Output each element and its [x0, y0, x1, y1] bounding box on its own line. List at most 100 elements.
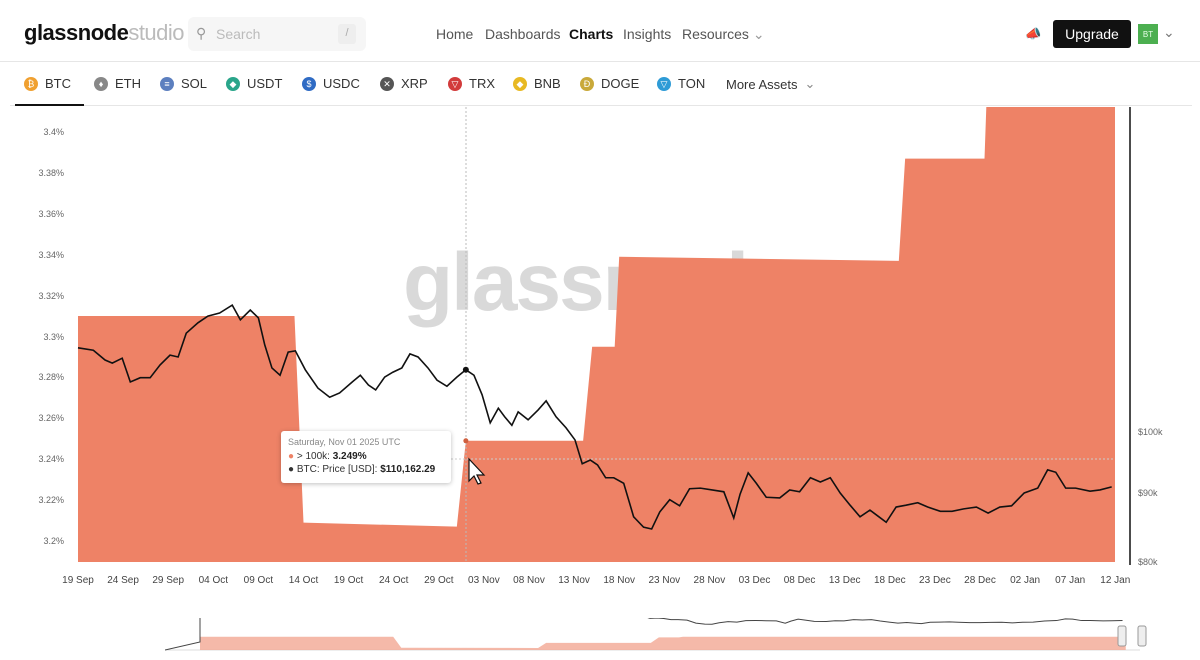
- x-tick-label: 24 Sep: [107, 575, 139, 586]
- x-tick-label: 14 Oct: [288, 575, 319, 586]
- nav-resources[interactable]: Resources ⌄: [682, 26, 765, 42]
- area-series: [78, 107, 1115, 562]
- asset-tab-trx[interactable]: ▽ TRX: [448, 76, 495, 91]
- x-tick-label: 28 Dec: [964, 575, 996, 586]
- y-left-tick-label: 3.2%: [43, 536, 64, 546]
- y-left-tick-label: 3.36%: [38, 208, 64, 219]
- x-tick-label: 03 Nov: [468, 575, 500, 586]
- asset-tab-btc[interactable]: ₿ BTC: [15, 76, 84, 106]
- x-tick-label: 13 Dec: [828, 575, 861, 586]
- x-tick-label: 18 Dec: [873, 575, 906, 586]
- x-tick-label: 19 Oct: [333, 575, 364, 586]
- x-tick-label: 02 Jan: [1010, 575, 1041, 586]
- x-tick-label: 28 Nov: [693, 575, 726, 586]
- asset-tab-usdt[interactable]: ◆ USDT: [226, 76, 282, 91]
- upgrade-button[interactable]: Upgrade: [1053, 20, 1131, 48]
- y-left-tick-label: 3.26%: [38, 413, 64, 424]
- nav-dashboards[interactable]: Dashboards: [485, 26, 561, 42]
- x-tick-label: 29 Oct: [424, 575, 454, 586]
- x-tick-label: 08 Nov: [513, 575, 545, 586]
- y-left-tick-label: 3.3%: [43, 331, 64, 342]
- tooltip-date: Saturday, Nov 01 2025 UTC: [288, 437, 401, 447]
- usdc-icon: $: [302, 76, 316, 91]
- x-tick-label: 12 Jan: [1100, 575, 1131, 586]
- bnb-icon: ◆: [513, 76, 527, 91]
- asset-tab-sol[interactable]: ≡ SOL: [160, 76, 207, 91]
- y-left-tick-label: 3.38%: [38, 167, 64, 178]
- y-left-tick-label: 3.28%: [38, 372, 64, 383]
- y-left-tick-label: 3.32%: [38, 290, 64, 301]
- x-tick-label: 03 Dec: [738, 575, 771, 586]
- search-shortcut: /: [338, 24, 356, 44]
- hover-point-area: [463, 438, 469, 444]
- x-tick-label: 23 Nov: [648, 575, 681, 586]
- logo[interactable]: glassnodestudio: [24, 20, 185, 45]
- y-right-tick-label: $80k: [1138, 557, 1158, 567]
- price-line: [77, 303, 1112, 530]
- eth-icon: ♦: [94, 76, 108, 91]
- trx-icon: ▽: [448, 76, 462, 91]
- x-tick-label: 23 Dec: [919, 575, 951, 586]
- x-tick-label: 24 Oct: [378, 575, 409, 586]
- asset-tab-usdc[interactable]: $ USDC: [302, 76, 360, 91]
- navigator-handle-left[interactable]: [1117, 625, 1127, 647]
- y-right-tick-label: $100k: [1138, 427, 1163, 437]
- navigator-handle-right[interactable]: [1137, 625, 1147, 647]
- usdt-icon: ◆: [226, 76, 240, 91]
- y-right-tick-label: $90k: [1138, 488, 1158, 498]
- chevron-down-icon: ⌄: [752, 26, 765, 42]
- btc-icon: ₿: [24, 76, 38, 91]
- mouse-cursor-icon: [468, 457, 486, 485]
- x-tick-label: 18 Nov: [603, 575, 636, 586]
- chevron-down-icon[interactable]: ⌄: [1163, 24, 1175, 40]
- asset-label: ETH: [115, 76, 141, 91]
- asset-label: XRP: [401, 76, 428, 91]
- sol-icon: ≡: [160, 76, 174, 91]
- xrp-icon: ✕: [380, 76, 394, 91]
- asset-tab-doge[interactable]: Ð DOGE: [580, 76, 639, 91]
- navigator-line: [165, 618, 1123, 651]
- chart-tooltip: Saturday, Nov 01 2025 UTC ● > 100k: 3.24…: [281, 431, 451, 483]
- x-tick-label: 19 Sep: [62, 575, 94, 586]
- y-left-tick-label: 3.22%: [38, 495, 64, 506]
- hover-point-price: [462, 366, 469, 373]
- nav-charts[interactable]: Charts: [569, 26, 614, 42]
- asset-label: TON: [678, 76, 706, 91]
- asset-label: DOGE: [601, 76, 640, 91]
- x-tick-label: 04 Oct: [198, 575, 229, 586]
- asset-label: BTC: [45, 76, 71, 91]
- top-header: glassnodestudio ⚲ Search / Home Dashboar…: [0, 0, 1200, 62]
- navigator-area: [200, 636, 1126, 650]
- asset-label: TRX: [469, 76, 495, 91]
- nav-insights[interactable]: Insights: [623, 26, 672, 42]
- x-tick-label: 08 Dec: [783, 575, 816, 586]
- line-legend-dot: ●: [288, 464, 295, 475]
- avatar[interactable]: BT: [1138, 24, 1158, 44]
- asset-tab-xrp[interactable]: ✕ XRP: [380, 76, 428, 91]
- asset-tab-bnb[interactable]: ◆ BNB: [513, 76, 561, 91]
- search-input[interactable]: ⚲ Search /: [188, 17, 366, 51]
- y-left-tick-label: 3.34%: [38, 249, 64, 260]
- asset-label: BNB: [534, 76, 561, 91]
- asset-label: SOL: [181, 76, 208, 91]
- ton-icon: ▽: [657, 76, 671, 91]
- area-legend-dot: ●: [288, 451, 295, 462]
- doge-icon: Ð: [580, 76, 594, 91]
- y-left-tick-label: 3.24%: [38, 454, 64, 465]
- x-tick-label: 09 Oct: [243, 575, 274, 586]
- megaphone-icon[interactable]: 📣: [1025, 26, 1042, 41]
- x-tick-label: 07 Jan: [1055, 575, 1086, 586]
- x-tick-label: 29 Sep: [152, 575, 185, 586]
- more-assets-dropdown[interactable]: More Assets ⌄: [726, 76, 816, 92]
- x-tick-label: 13 Nov: [558, 575, 590, 586]
- search-icon: ⚲: [196, 25, 207, 41]
- y-left-tick-label: 3.4%: [43, 127, 64, 137]
- asset-tab-ton[interactable]: ▽ TON: [657, 76, 705, 91]
- chevron-down-icon: ⌄: [804, 76, 816, 91]
- asset-tab-eth[interactable]: ♦ ETH: [94, 76, 141, 91]
- asset-bar: ₿ BTC ♦ ETH ≡ SOL ◆ USDT $ USDC ✕ XRP ▽ TRX ◆ BNB Ð DOGE ▽…: [10, 62, 1192, 106]
- asset-label: USDT: [247, 76, 283, 91]
- asset-label: USDC: [323, 76, 360, 91]
- nav-home[interactable]: Home: [436, 26, 474, 42]
